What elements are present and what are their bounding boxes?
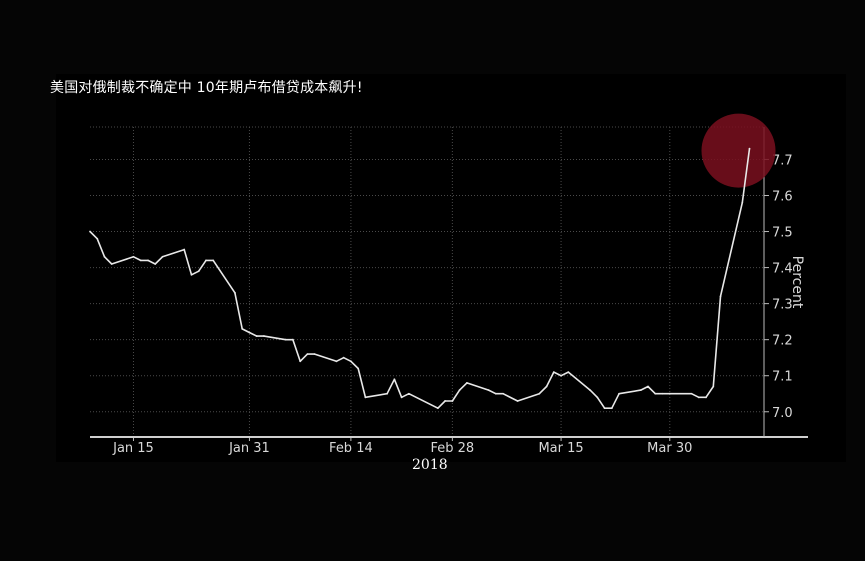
data-point [436,407,439,410]
data-point [712,385,715,388]
x-tick-label: Feb 28 [431,441,475,456]
x-tick-label: Jan 15 [112,441,154,456]
data-point [284,338,287,341]
data-point [313,353,316,355]
data-point [197,270,200,273]
data-point [234,291,236,294]
data-point [596,396,599,399]
y-tick-label: 7.4 [772,262,793,277]
y-tick-label: 7.6 [772,189,793,204]
data-point [183,248,186,251]
y-tick-label: 7.1 [772,370,793,385]
data-point [618,392,620,395]
data-point [458,389,461,392]
data-point [205,259,207,262]
y-axis-label: Percent [789,256,805,309]
data-point [364,396,367,399]
y-tick-label: 7.3 [772,298,793,313]
data-point [299,360,302,363]
data-point [603,407,606,410]
y-tick-label: 7.2 [772,334,793,349]
data-point [154,263,157,265]
data-point [567,371,570,374]
data-point [110,263,113,265]
data-point [161,255,164,258]
data-point [147,259,149,262]
data-point [668,392,671,395]
data-point [748,147,751,150]
y-tick-label: 7.0 [772,406,793,421]
data-point [89,230,91,233]
data-point [444,400,447,402]
data-point [292,338,294,341]
chart-title: 美国对俄制裁不确定中 10年期卢布借贷成本飙升! [50,80,363,96]
data-point [661,392,664,395]
data-point [190,273,193,276]
data-point [248,331,251,334]
data-point [306,353,309,355]
x-tick-label: Jan 31 [228,441,270,456]
series-line [89,148,751,410]
data-point [545,385,548,388]
data-point [96,237,99,240]
data-point [241,327,244,330]
data-point [502,392,504,395]
data-point [465,382,468,384]
highlight-circle [701,113,776,188]
data-point [451,400,454,402]
x-tick-label: Feb 14 [329,441,373,456]
data-point [719,295,722,298]
data-point [263,335,265,337]
data-point [690,392,693,395]
data-point [407,392,410,395]
data-point [494,392,497,395]
data-point [335,360,338,363]
y-tick-label: 7.7 [772,153,793,168]
data-point [639,389,642,392]
data-point [697,396,700,399]
data-point [741,201,744,204]
data-point [654,392,657,395]
data-point [538,392,541,395]
data-point [560,374,562,377]
data-point [610,407,613,410]
year-label: 2018 [412,457,448,473]
data-point [139,259,142,262]
data-point [350,360,352,363]
data-point [255,335,258,337]
data-point [487,389,490,392]
data-point [103,255,106,258]
data-point [589,389,591,392]
data-point [342,356,345,359]
x-tick-label: Mar 30 [647,441,692,456]
data-point [132,255,135,258]
x-tick-label: Mar 15 [538,441,583,456]
data-point [357,367,360,370]
data-point [386,392,389,395]
data-point [516,400,519,402]
data-point [393,378,396,381]
data-point [400,396,403,399]
data-point [552,371,555,374]
data-point [705,396,707,399]
y-tick-label: 7.5 [772,226,793,241]
data-point [212,259,215,262]
data-point [647,385,649,388]
